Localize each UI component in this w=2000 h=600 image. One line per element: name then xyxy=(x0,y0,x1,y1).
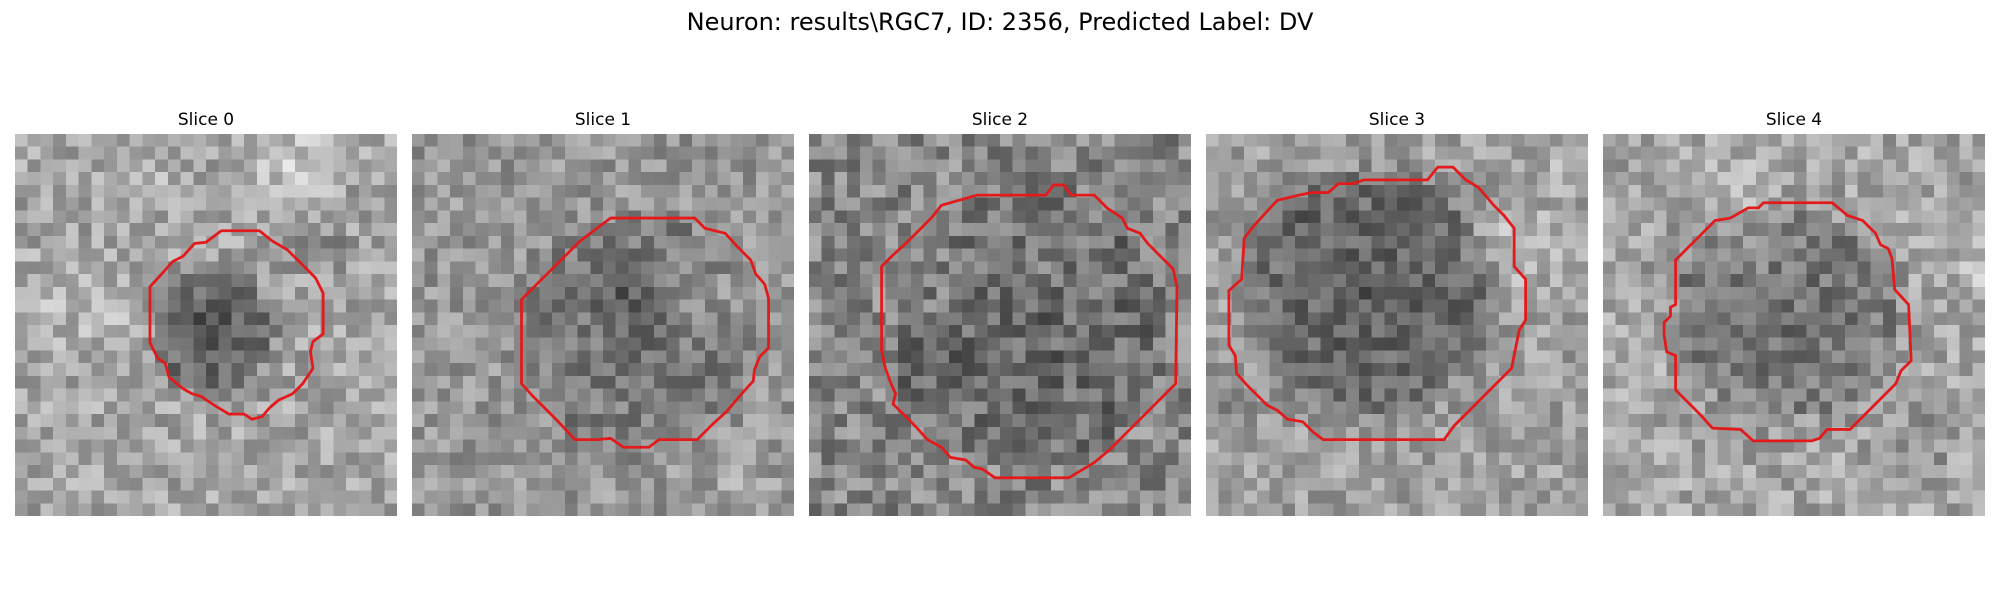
figure-title: Neuron: results\RGC7, ID: 2356, Predicte… xyxy=(686,8,1314,36)
slice-contour-3 xyxy=(1227,165,1528,442)
slice-pixels-1 xyxy=(412,134,794,516)
slice-image-1 xyxy=(412,134,794,516)
slice-panel-3: Slice 3 xyxy=(1206,108,1588,516)
slice-title-0: Slice 0 xyxy=(177,110,235,130)
slice-pixels-4 xyxy=(1603,134,1985,516)
slice-image-2 xyxy=(809,134,1191,516)
slice-contour-0 xyxy=(148,229,325,421)
slice-contour-4 xyxy=(1662,201,1913,443)
slice-contour-2 xyxy=(880,183,1179,480)
slice-pixels-3 xyxy=(1206,134,1588,516)
slice-image-4 xyxy=(1603,134,1985,516)
slice-panel-1: Slice 1 xyxy=(412,108,794,516)
slice-image-3 xyxy=(1206,134,1588,516)
slice-pixels-2 xyxy=(809,134,1191,516)
slice-panel-0: Slice 0 xyxy=(15,108,397,516)
slice-pixels-0 xyxy=(15,134,397,516)
slice-title-1: Slice 1 xyxy=(574,110,632,130)
slice-title-3: Slice 3 xyxy=(1368,110,1426,130)
slice-panel-2: Slice 2 xyxy=(809,108,1191,516)
slice-title-2: Slice 2 xyxy=(971,110,1029,130)
slice-panel-4: Slice 4 xyxy=(1603,108,1985,516)
slice-contour-1 xyxy=(520,216,770,449)
slice-image-0 xyxy=(15,134,397,516)
slice-title-4: Slice 4 xyxy=(1765,110,1823,130)
